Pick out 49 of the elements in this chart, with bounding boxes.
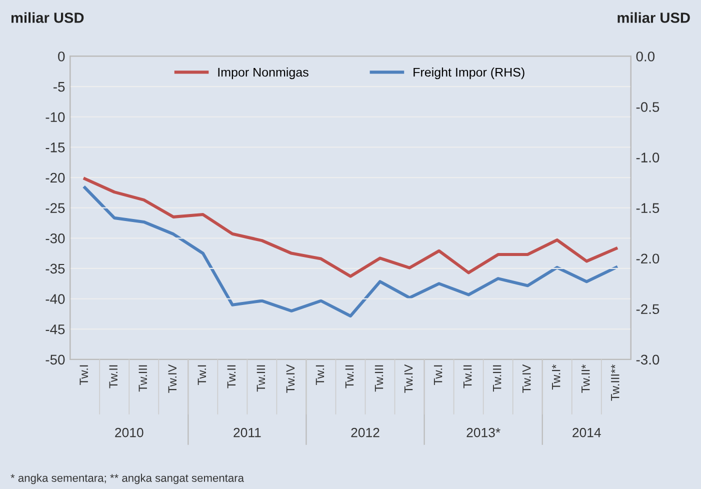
x-tick-label: Tw.II* [582, 364, 590, 393]
x-tick-label: Tw.III [256, 365, 266, 392]
x-tick-label: Tw.IV [168, 364, 176, 393]
y2-tick-label: -2.0 [636, 254, 660, 264]
legend-label: Freight Impor (RHS) [414, 67, 524, 80]
text: 2010 [115, 428, 144, 438]
text: * angka sementara; ** angka sangat sementara [10, 474, 244, 484]
line-series [83, 186, 618, 318]
x-tick-label: Tw.II [463, 365, 472, 388]
x-tick-label: Tw.IV [286, 364, 295, 393]
y-axis-title: miliar USD [11, 12, 84, 23]
text: 2011 [234, 428, 261, 438]
x-tick-label: Tw.III [493, 365, 502, 392]
y-tick-label: -45 [46, 324, 65, 334]
y2-tick-label: -1.5 [636, 203, 660, 213]
y-tick-label: -5 [54, 82, 65, 92]
y-tick-label: -40 [46, 294, 65, 304]
x-tick-label: Tw.IV [404, 364, 413, 393]
x-tick-label: Tw.II [109, 365, 118, 388]
line-series [83, 177, 618, 278]
legend-label: Impor Nonmigas [218, 67, 308, 80]
x-tick-label: Tw.III** [611, 364, 620, 401]
y-tick-label: -20 [46, 172, 65, 183]
x-tick-label: Tw.I [80, 365, 88, 386]
text: 2013* [466, 428, 500, 438]
x-tick-label: Tw.I [434, 365, 442, 386]
y2-tick-label: -1.0 [636, 152, 660, 162]
y-tick-label: -35 [46, 264, 65, 274]
x-tick-label: Tw.I [198, 365, 206, 386]
x-tick-label: Tw.II [227, 365, 236, 388]
y-tick-label: -10 [46, 112, 65, 122]
x-tick-label: Tw.I [316, 365, 324, 386]
y2-tick-label: -3.0 [636, 354, 660, 365]
x-tick-label: Tw.I* [552, 364, 560, 390]
y-tick-label: -15 [46, 142, 65, 152]
text: 2012 [351, 428, 380, 438]
x-tick-label: Tw.IV [522, 364, 531, 393]
y2-axis-title: miliar USD [618, 12, 690, 23]
y-tick-label: -25 [46, 203, 65, 213]
y-tick-label: 0 [58, 52, 65, 62]
y2-tick-label: 0.0 [636, 52, 655, 62]
y-tick-label: -50 [46, 354, 65, 365]
y2-tick-label: -0.5 [636, 102, 660, 112]
text: 2014 [572, 428, 601, 438]
y2-tick-label: -2.5 [636, 304, 660, 314]
x-tick-label: Tw.II [345, 365, 354, 388]
x-tick-label: Tw.III [138, 365, 147, 392]
y-tick-label: -30 [46, 233, 65, 244]
x-tick-label: Tw.III [374, 365, 384, 392]
